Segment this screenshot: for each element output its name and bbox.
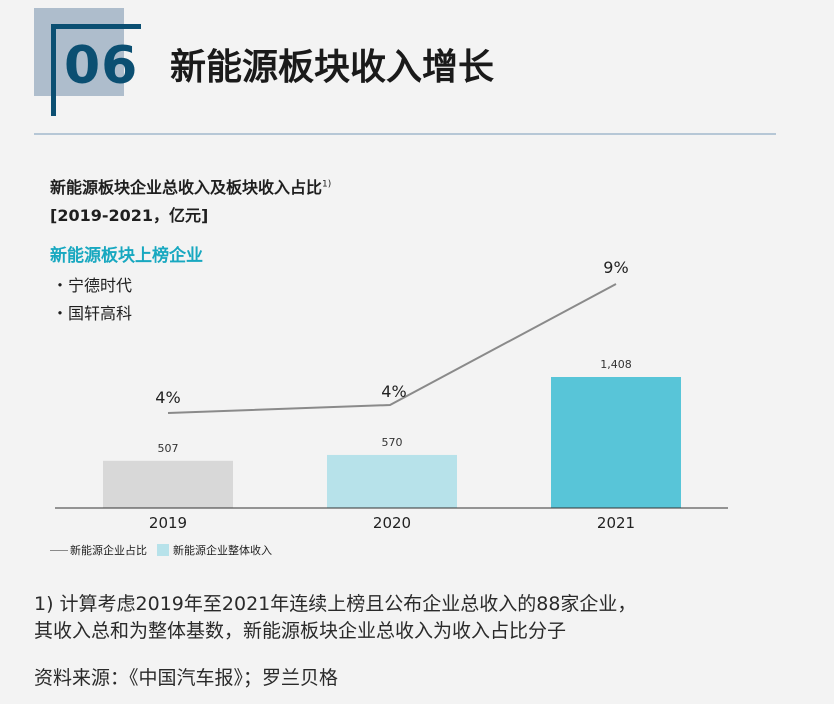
bar-value-label: 1,408 xyxy=(600,358,632,371)
chart-title-footnote-mark: 1) xyxy=(322,179,332,190)
bar-2020 xyxy=(327,454,457,508)
share-label: 4% xyxy=(381,382,406,401)
chart-legend: 新能源企业占比 新能源企业整体收入 xyxy=(50,542,272,558)
page-title: 新能源板块收入增长 xyxy=(170,47,495,88)
bar-2021 xyxy=(551,377,681,508)
header-accent-block xyxy=(34,8,124,96)
chart-units: [2019-2021，亿元] xyxy=(50,206,209,225)
x-tick-label: 2021 xyxy=(597,514,635,532)
share-line xyxy=(167,283,617,414)
share-label: 4% xyxy=(155,388,180,407)
bar-value-label: 507 xyxy=(158,442,179,455)
source-note: 资料来源：《中国汽车报》；罗兰贝格 xyxy=(34,667,339,689)
legend-bar-label: 新能源企业整体收入 xyxy=(173,544,272,557)
legend-line-label: 新能源企业占比 xyxy=(70,544,147,557)
legend-bar-swatch xyxy=(157,544,169,556)
footnote-line-2: 其收入总和为整体基数，新能源板块企业总收入为收入占比分子 xyxy=(34,620,567,642)
header-frame xyxy=(51,24,141,116)
footnote-line-1: 1) 计算考虑2019年至2021年连续上榜且公布企业总收入的88家企业， xyxy=(34,593,637,615)
x-tick-label: 2019 xyxy=(149,514,187,532)
company-list-title: 新能源板块上榜企业 xyxy=(50,246,203,266)
footnote: 1) 计算考虑2019年至2021年连续上榜且公布企业总收入的88家企业， 其收… xyxy=(34,591,636,645)
x-tick-label: 2020 xyxy=(373,514,411,532)
company-list-item: ・宁德时代 xyxy=(52,276,133,295)
bar-value-label: 570 xyxy=(382,436,403,449)
company-list-item: ・国轩高科 xyxy=(52,304,133,323)
share-label: 9% xyxy=(603,258,628,277)
chart-title-text: 新能源板块企业总收入及板块收入占比 xyxy=(50,178,323,197)
chart-title: 新能源板块企业总收入及板块收入占比1) xyxy=(50,174,331,198)
section-number: 06 xyxy=(64,36,139,96)
legend-line-swatch xyxy=(50,549,68,551)
header-divider xyxy=(34,133,776,135)
bar-2019 xyxy=(103,460,233,508)
